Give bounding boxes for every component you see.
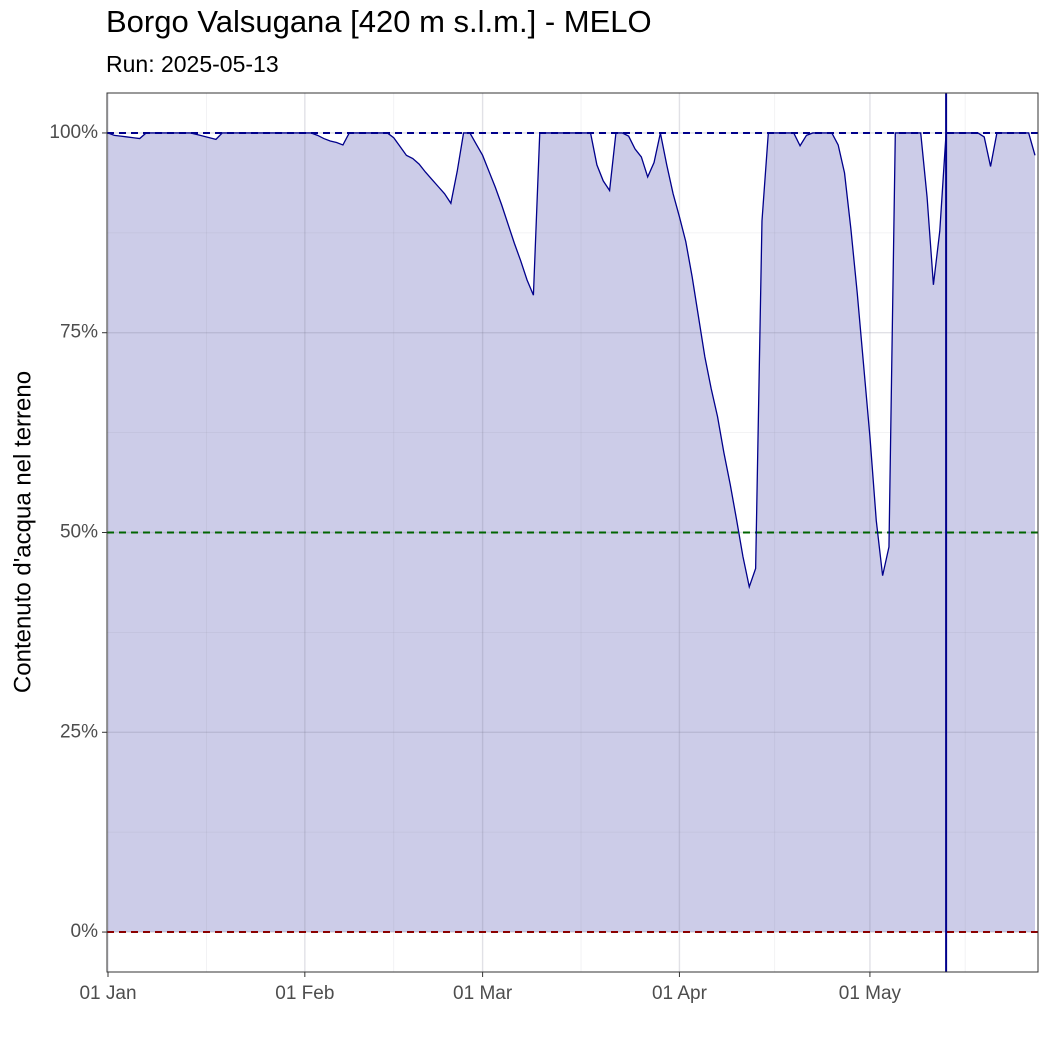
x-tick-label: 01 Feb [275,983,334,1004]
chart-subtitle: Run: 2025-05-13 [106,51,279,77]
y-tick-label: 25% [60,721,98,742]
y-tick-label: 75% [60,322,98,343]
y-tick-label: 50% [60,522,98,543]
x-tick-label: 01 Mar [453,983,513,1004]
x-tick-label: 01 Apr [652,983,708,1004]
y-tick-label: 100% [49,122,98,143]
y-tick-label: 0% [71,921,99,942]
area [108,132,1035,933]
line [107,132,1036,590]
x-tick-label: 01 Jan [79,983,136,1004]
chart-title: Borgo Valsugana [420 m s.l.m.] - MELO [106,4,652,39]
y-axis-label: Contenuto d'acqua nel terreno [9,371,36,693]
x-tick-label: 01 May [839,983,902,1004]
panel-border [106,92,1039,973]
